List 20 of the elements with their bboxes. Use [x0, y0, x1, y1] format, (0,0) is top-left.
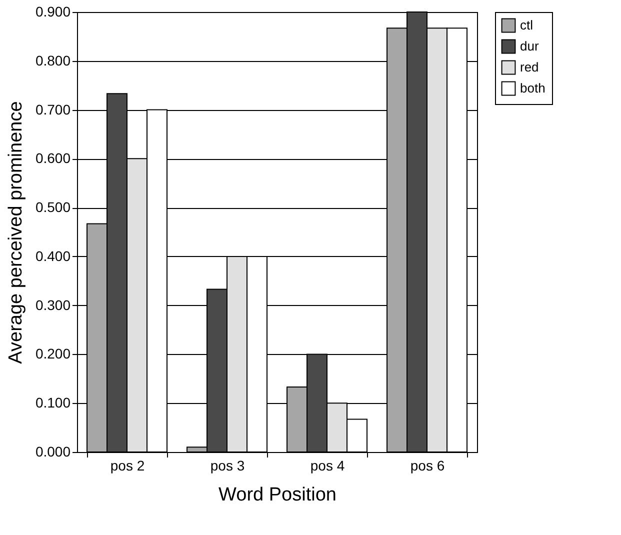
- y-tick-label: 0.200: [35, 346, 71, 362]
- x-tick-label: pos 3: [210, 458, 245, 474]
- y-tick-label: 0.800: [35, 52, 71, 68]
- y-tick-label: 0.700: [35, 101, 71, 118]
- legend-label: dur: [520, 38, 540, 54]
- y-tick-label: 0.400: [35, 248, 71, 264]
- y-tick-label: 0.300: [35, 296, 71, 313]
- x-axis-title: Word Position: [218, 484, 336, 506]
- legend-label: both: [520, 80, 546, 96]
- y-tick-label: 0.500: [35, 199, 71, 216]
- y-tick-label: 0.100: [35, 394, 71, 411]
- y-axis-title: Average perceived prominence: [5, 101, 26, 364]
- y-tick-label: 0.900: [35, 4, 71, 20]
- x-tick-label: pos 2: [110, 458, 145, 474]
- legend-label: ctl: [520, 18, 534, 32]
- x-tick-label: pos 6: [410, 458, 445, 474]
- y-tick-label: 0.000: [35, 444, 71, 460]
- y-tick-label: 0.600: [35, 150, 71, 166]
- legend-label: red: [520, 60, 539, 74]
- x-tick-label: pos 4: [310, 458, 345, 474]
